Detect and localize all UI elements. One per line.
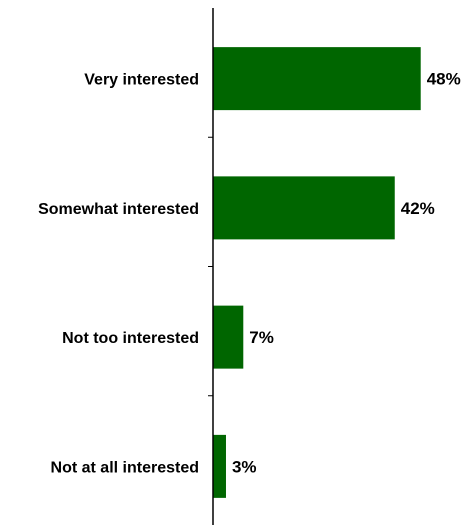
category-labels: Very interested Somewhat interested Not to… xyxy=(38,72,199,477)
value-label-3: 3% xyxy=(232,457,257,476)
category-axis xyxy=(208,8,214,525)
category-label-2: Not too interested xyxy=(62,330,199,347)
category-label-1: Somewhat interested xyxy=(38,201,199,218)
bar-3 xyxy=(213,434,226,498)
bar-0 xyxy=(213,47,421,111)
value-label-0: 48% xyxy=(427,70,461,89)
category-label-0: Very interested xyxy=(84,72,199,89)
value-labels: 48% 42% 7% 3% xyxy=(232,70,461,477)
bars-group xyxy=(213,47,421,498)
bar-2 xyxy=(213,305,244,369)
bar-1 xyxy=(213,176,395,240)
value-label-2: 7% xyxy=(249,328,274,347)
value-label-1: 42% xyxy=(401,199,435,218)
category-label-3: Not at all interested xyxy=(51,459,199,476)
